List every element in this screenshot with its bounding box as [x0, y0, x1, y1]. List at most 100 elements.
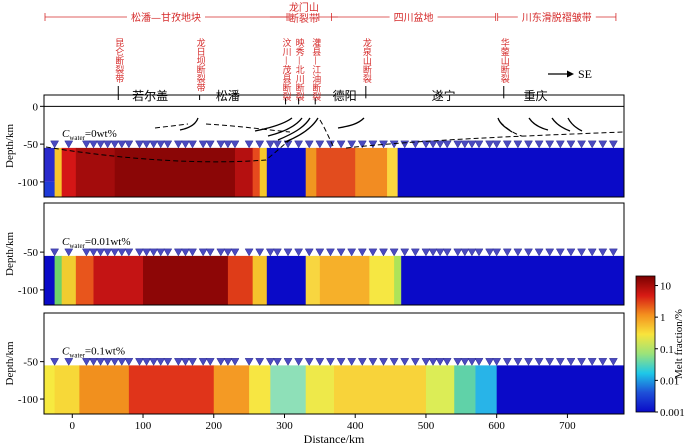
station-marker	[117, 248, 127, 257]
x-tick-label: 400	[347, 420, 364, 432]
station-marker	[347, 358, 357, 366]
station-marker	[379, 248, 388, 257]
station-marker	[502, 140, 512, 149]
station-marker	[149, 140, 159, 149]
station-marker	[255, 358, 265, 366]
station-marker	[124, 248, 134, 257]
station-marker	[502, 358, 512, 366]
fault-trace	[337, 117, 365, 129]
panel-frame	[43, 202, 625, 306]
fault-trace	[254, 117, 293, 132]
station-marker	[181, 140, 190, 149]
station-marker	[598, 140, 608, 149]
station-marker	[149, 358, 159, 366]
station-marker	[368, 140, 378, 149]
melt-cell	[369, 255, 395, 305]
moho-dashed-line	[154, 123, 189, 129]
station-marker	[142, 248, 151, 257]
station-marker	[64, 140, 74, 149]
station-marker	[502, 248, 512, 257]
melt-cell	[114, 147, 236, 197]
station-marker	[435, 358, 445, 366]
station-marker	[326, 140, 335, 149]
station-marker	[400, 140, 410, 149]
direction-arrowhead	[567, 70, 574, 78]
melt-cell	[54, 255, 63, 305]
station-marker	[82, 358, 91, 366]
station-marker	[216, 248, 226, 257]
station-marker	[587, 248, 597, 257]
station-marker	[135, 140, 144, 149]
place-label: 德阳	[333, 88, 357, 103]
melt-cell	[234, 147, 254, 197]
station-marker	[389, 140, 399, 149]
melt-cell	[270, 365, 307, 414]
station-marker	[467, 248, 477, 257]
station-marker	[460, 140, 470, 149]
panel-frame	[43, 94, 625, 198]
moho-dashed-line	[319, 119, 335, 149]
region-label: 龙门山断裂带	[289, 1, 319, 25]
station-marker	[336, 358, 346, 366]
station-marker	[294, 358, 304, 366]
station-marker	[64, 358, 74, 366]
fault-trace	[284, 117, 319, 143]
moho-dashed-line	[499, 121, 523, 137]
melt-cell	[425, 365, 455, 414]
station-marker	[304, 248, 314, 257]
melt-cell	[44, 147, 56, 182]
colorbar: 10 1 0.1 0.01 0.001 Melt fraction/%	[635, 275, 685, 419]
station-marker	[428, 248, 438, 257]
moho-dashed-line	[205, 123, 291, 133]
condition-label: Cwater=0.1wt%	[62, 345, 125, 359]
region-label: 四川盆地	[394, 11, 434, 24]
melt-cell	[44, 365, 56, 414]
station-marker	[513, 140, 523, 149]
station-marker	[435, 140, 445, 149]
station-marker	[89, 248, 98, 257]
station-marker	[244, 248, 254, 257]
condition-label: Cwater=0.01wt%	[62, 236, 131, 250]
place-label: 遂宁	[432, 88, 456, 103]
station-marker	[428, 140, 438, 149]
station-marker	[294, 140, 304, 149]
station-marker	[205, 248, 215, 257]
station-marker	[110, 358, 120, 366]
station-marker	[117, 358, 127, 366]
station-marker	[566, 358, 576, 366]
station-marker	[315, 248, 325, 257]
station-marker	[421, 140, 431, 149]
y-axis-label: Depth/km	[4, 341, 16, 385]
station-marker	[272, 248, 282, 257]
station-marker	[230, 358, 240, 366]
station-marker	[135, 358, 144, 366]
x-tick-label: 700	[559, 420, 576, 432]
station-marker	[577, 140, 586, 149]
station-marker	[410, 248, 420, 257]
station-marker	[474, 248, 484, 257]
station-marker	[357, 248, 367, 257]
moho-dashed-line	[45, 139, 291, 163]
fault-trace	[551, 117, 571, 132]
station-marker	[82, 140, 91, 149]
x-tick-label: 300	[276, 420, 293, 432]
y-tick-label: 0	[33, 101, 39, 113]
station-marker	[421, 248, 431, 257]
station-marker	[96, 358, 106, 366]
station-marker	[198, 140, 208, 149]
station-marker	[524, 248, 533, 257]
station-marker	[400, 358, 410, 366]
station-marker	[188, 140, 197, 149]
station-marker	[230, 248, 240, 257]
colorbar-tick-label: 0.001	[660, 407, 685, 419]
station-marker	[485, 140, 495, 149]
station-marker	[82, 248, 91, 257]
station-marker	[181, 248, 190, 257]
colorbar-gradient	[635, 275, 656, 413]
station-marker	[173, 248, 183, 257]
station-marker	[555, 358, 565, 366]
station-marker	[255, 248, 265, 257]
station-marker	[272, 140, 282, 149]
